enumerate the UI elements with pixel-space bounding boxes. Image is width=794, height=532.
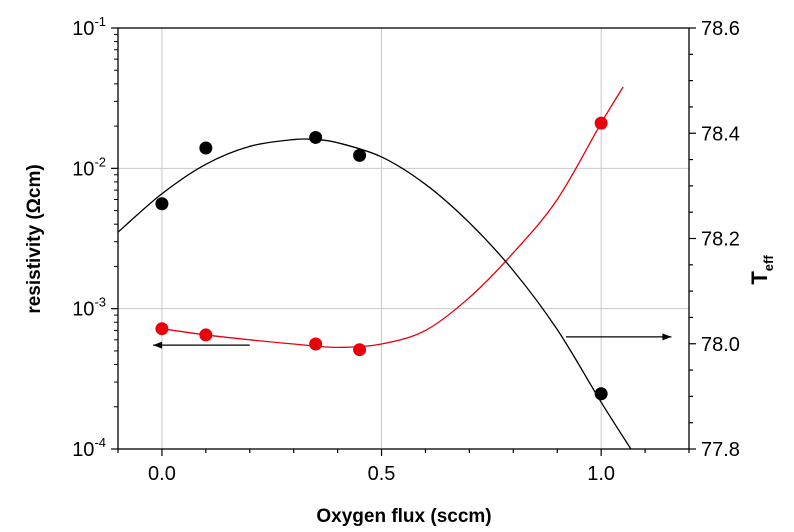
data-point-left (309, 337, 323, 351)
left-y-tick-label: 10-4 (72, 435, 106, 461)
x-tick-label: 1.0 (587, 463, 615, 485)
right-y-tick-labels: 77.8 78.0 78.2 78.4 78.6 (701, 18, 740, 461)
x-axis-title: Oxygen flux (sccm) (316, 506, 491, 527)
x-tick-label: 0.0 (148, 463, 176, 485)
fit-curve-right (118, 138, 632, 449)
x-tick-labels: 0.0 0.5 1.0 (148, 463, 615, 485)
arrow-head-left (153, 341, 163, 349)
data-point-right (155, 197, 169, 211)
left-y-tick-label: 10-1 (72, 14, 106, 40)
left-y-tick-label: 10-3 (72, 295, 106, 321)
grid (118, 27, 689, 450)
data-point-left (199, 328, 213, 342)
right-y-tick-label: 78.4 (701, 123, 740, 145)
data-point-left (594, 116, 608, 130)
data-point-right (594, 387, 608, 401)
x-tick-label: 0.5 (368, 463, 396, 485)
data-point-left (353, 343, 367, 357)
axis-ticks (111, 27, 696, 456)
left-y-axis-title: resistivity (Ωcm) (24, 164, 45, 313)
arrows (153, 333, 672, 349)
left-y-tick-label: 10-2 (72, 154, 106, 180)
right-y-tick-label: 78.0 (701, 334, 740, 356)
right-y-tick-label: 78.2 (701, 229, 740, 251)
data-point-right (353, 148, 367, 162)
right-y-tick-label: 78.6 (701, 18, 740, 40)
fit-curve-left (161, 86, 624, 349)
fit-curves (118, 86, 632, 449)
right-y-axis-title: Teff (747, 255, 776, 285)
right-y-tick-label: 77.8 (701, 439, 740, 461)
data-point-left (155, 322, 169, 336)
data-point-right (309, 130, 323, 144)
data-points (155, 116, 608, 401)
left-y-tick-labels: 10-4 10-3 10-2 10-1 (72, 14, 106, 461)
data-point-right (199, 141, 213, 155)
arrow-head-right (662, 333, 672, 341)
plot-frame (117, 27, 690, 450)
